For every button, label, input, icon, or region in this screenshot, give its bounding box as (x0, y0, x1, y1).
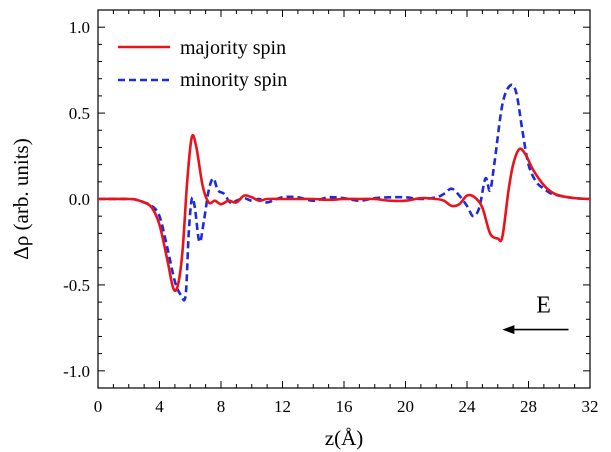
y-tick-label: 0.0 (69, 190, 90, 209)
field-arrowhead (502, 325, 515, 335)
field-label: E (536, 292, 551, 318)
x-tick-label: 8 (217, 397, 226, 416)
x-tick-label: 28 (520, 397, 537, 416)
x-tick-label: 32 (582, 397, 599, 416)
y-axis-title: Δρ (arb. units) (9, 138, 33, 259)
x-tick-label: 20 (397, 397, 414, 416)
x-tick-label: 12 (274, 397, 291, 416)
tick-labels: 0 4 8 12 16 20 24 28 32 -1.0 -0.5 0.0 0.5 1.0 (63, 18, 598, 416)
y-tick-label: 1.0 (69, 18, 90, 37)
legend-label-majority: majority spin (180, 37, 286, 59)
x-tick-label: 4 (155, 397, 164, 416)
x-tick-label: 0 (94, 397, 103, 416)
legend-label-minority: minority spin (180, 69, 287, 91)
x-tick-label: 16 (336, 397, 353, 416)
y-tick-label: -1.0 (63, 362, 90, 381)
annotation-field: E (502, 292, 569, 335)
series-majority-spin (97, 133, 591, 293)
x-tick-label: 24 (459, 397, 477, 416)
y-tick-label: -0.5 (63, 276, 90, 295)
ticks (97, 9, 591, 389)
y-tick-label: 0.5 (69, 104, 90, 123)
x-axis-title: z(Å) (325, 426, 363, 450)
legend: majority spin minority spin (118, 37, 287, 91)
series-layer (97, 83, 591, 302)
